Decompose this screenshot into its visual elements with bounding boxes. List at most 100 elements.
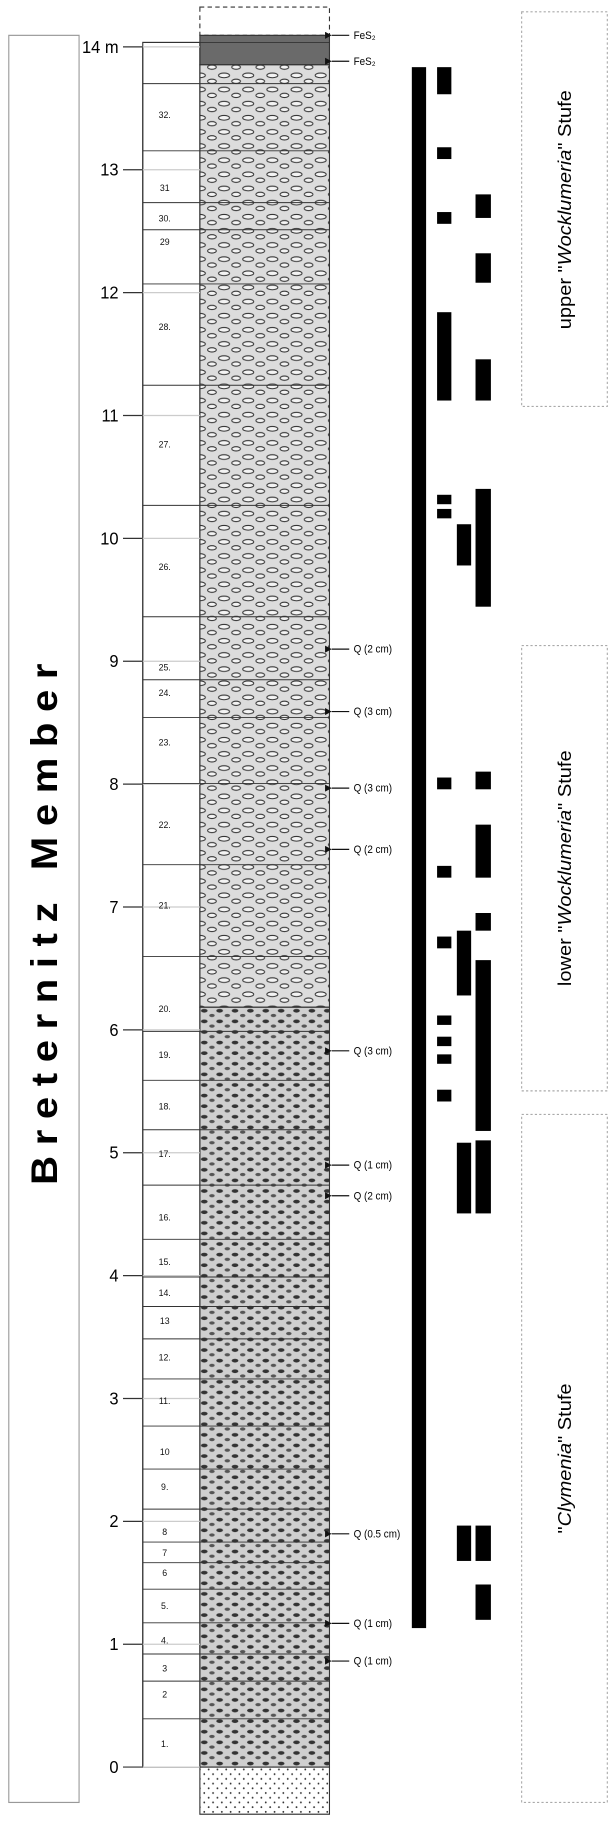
bed-label: 17. — [159, 1149, 171, 1159]
bed-label: 28. — [159, 322, 171, 332]
range-mark — [457, 1143, 471, 1214]
member-label: Breternitz Member — [24, 653, 65, 1185]
bed-label: 27. — [159, 439, 171, 449]
bed-label: 26. — [159, 562, 171, 572]
stufe-label: lower "Wocklumeria" Stufe — [555, 750, 576, 986]
bed-label: 24. — [159, 688, 171, 698]
range-mark — [457, 931, 471, 996]
bed-label: 12. — [159, 1352, 171, 1362]
bed-label: 13 — [160, 1316, 170, 1326]
top-layer — [200, 7, 330, 35]
stufe-prefix: lower " — [555, 925, 576, 986]
annotation: Q (3 cm) — [354, 783, 392, 794]
stufe-prefix: " — [555, 1526, 576, 1533]
bed-label: 11. — [159, 1396, 171, 1406]
scale-label: 7 — [109, 897, 118, 917]
bed-label: 16. — [159, 1212, 171, 1222]
range-mark — [476, 1584, 491, 1619]
bed-label: 9. — [161, 1482, 168, 1492]
bed-label: 29 — [160, 237, 170, 247]
stufe-label: "Clymenia" Stufe — [555, 1383, 576, 1533]
range-mark — [437, 778, 451, 790]
bed-label: 10 — [160, 1447, 170, 1457]
scale-label: 12 — [100, 283, 118, 303]
annotation: Q (3 cm) — [354, 1046, 392, 1057]
stufe-name: Clymenia — [555, 1443, 576, 1527]
scale-label: 11 — [102, 406, 119, 426]
range-mark — [476, 359, 491, 400]
range-mark — [457, 524, 471, 565]
annotation: Q (2 cm) — [354, 845, 392, 856]
bed-label: 20. — [159, 1004, 171, 1014]
stufe-prefix: upper " — [555, 265, 576, 329]
bed-label: 3 — [162, 1663, 167, 1673]
range-mark — [476, 913, 491, 931]
range-mark — [437, 495, 451, 504]
scale-label: 0 — [109, 1757, 118, 1777]
range-mark — [437, 1090, 451, 1102]
bed-label: 22. — [159, 820, 171, 830]
scale-label: 3 — [109, 1389, 118, 1409]
bed-label: 30. — [159, 213, 171, 223]
bed-label: 32. — [159, 110, 171, 120]
annotation: Q (0.5 cm) — [354, 1529, 401, 1540]
scale-label: 4 — [109, 1266, 118, 1286]
base-layer — [200, 1767, 330, 1814]
bed-label: 7 — [162, 1548, 167, 1558]
range-mark — [476, 825, 491, 878]
range-mark — [476, 489, 491, 607]
dark-nodular-limestone — [200, 1007, 330, 1767]
range-mark — [437, 312, 451, 400]
annotation: FeS₂ — [354, 31, 376, 42]
nodular-limestone — [200, 65, 330, 1007]
scale-label: 8 — [109, 774, 118, 794]
range-mark — [476, 253, 491, 282]
bed-label: 19. — [159, 1050, 171, 1060]
range-mark — [476, 1140, 491, 1213]
bed-column — [143, 42, 200, 1767]
bed-label: 31 — [160, 183, 170, 193]
range-mark — [437, 866, 451, 878]
annotation: Q (1 cm) — [354, 1619, 392, 1630]
bed-label: 6 — [162, 1568, 167, 1578]
bed-label: 1. — [161, 1739, 168, 1749]
annotation: Q (2 cm) — [354, 1191, 392, 1202]
bed-label: 18. — [159, 1101, 171, 1111]
bed-label: 12 — [188, 48, 198, 58]
scale-label: 9 — [109, 652, 118, 672]
range-bar — [412, 67, 426, 1628]
annotation: Q (1 cm) — [354, 1160, 392, 1171]
stufe-label: upper "Wocklumeria" Stufe — [555, 90, 576, 329]
scale-label: 5 — [109, 1143, 118, 1163]
range-mark — [437, 509, 451, 518]
annotation: Q (3 cm) — [354, 707, 392, 718]
scale-label: 13 — [100, 160, 118, 180]
range-mark — [476, 194, 491, 218]
stratigraphic-column: Breternitz Member 0 12 3 4 5 6 7 8 9 10 11 12 13 14 m… — [0, 0, 615, 1826]
annotation: Q (1 cm) — [354, 1656, 392, 1667]
annotation: FeS₂ — [354, 57, 376, 68]
scale-label: 6 — [109, 1020, 118, 1040]
stufe-suffix: " Stufe — [555, 750, 576, 809]
annotation: Q (2 cm) — [354, 644, 392, 655]
range-mark — [457, 1526, 471, 1561]
stufe-suffix: " Stufe — [555, 90, 576, 149]
range-mark — [437, 937, 451, 949]
bed-label: 2 — [162, 1689, 167, 1699]
scale-label: 10 — [100, 529, 118, 549]
bed-label: 25. — [159, 662, 171, 672]
stufe-name: Wocklumeria — [555, 810, 576, 926]
scale-label: 2 — [109, 1512, 118, 1532]
range-mark — [476, 1526, 491, 1561]
bed-label: 4. — [161, 1635, 168, 1645]
range-mark — [437, 1015, 451, 1024]
bed-label: 23. — [159, 737, 171, 747]
scale-label: 14 m — [82, 37, 119, 57]
bed-label: 15. — [159, 1257, 171, 1267]
stufe-name: Wocklumeria — [555, 149, 576, 265]
bed-label: 8 — [162, 1527, 167, 1537]
range-mark — [476, 772, 491, 790]
range-mark — [437, 1037, 451, 1046]
bed-label: 14. — [159, 1288, 171, 1298]
bed-label: 5. — [161, 1601, 168, 1611]
